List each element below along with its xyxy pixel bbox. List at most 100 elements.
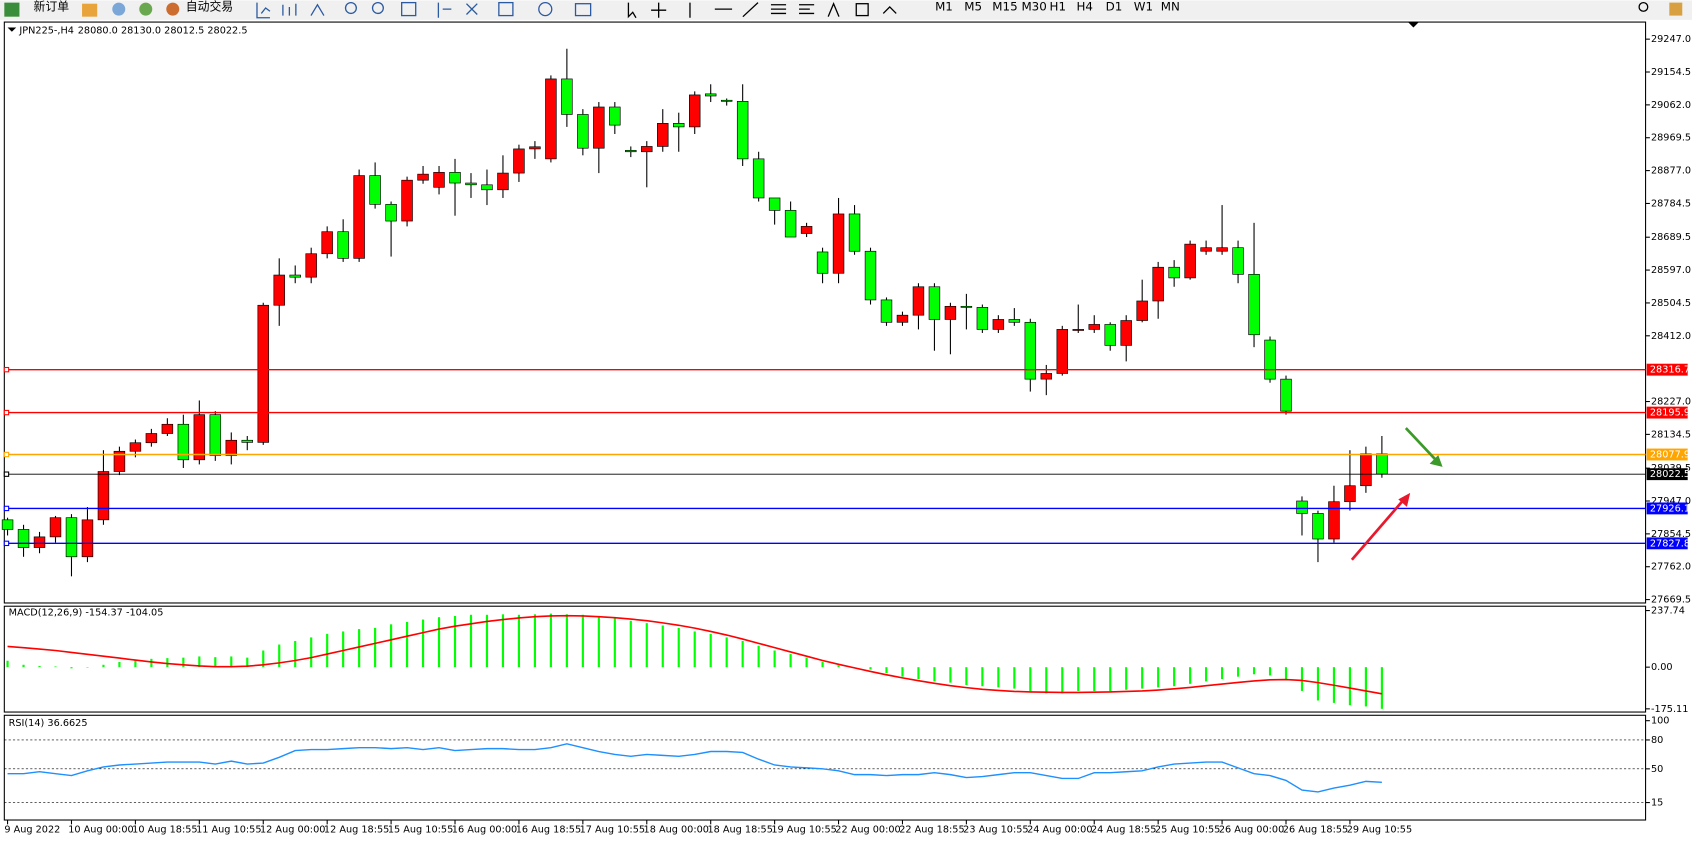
- arrow-head: [1398, 492, 1411, 507]
- y-tick-label: 28227.0: [1651, 397, 1691, 408]
- period-button[interactable]: M30: [1021, 0, 1046, 13]
- trendline[interactable]: [742, 2, 759, 18]
- period-button[interactable]: H1: [1050, 0, 1066, 13]
- icon[interactable]: [1669, 2, 1683, 16]
- candle-body: [417, 173, 429, 181]
- period-button[interactable]: M5: [964, 0, 982, 13]
- candle-body: [752, 158, 765, 199]
- candle-body: [1296, 500, 1308, 514]
- candle-body: [401, 179, 413, 222]
- price-label: 27827.8: [1650, 538, 1690, 549]
- menu-triangle[interactable]: [7, 27, 17, 32]
- fibo[interactable]: [799, 4, 815, 15]
- icon[interactable]: [498, 1, 514, 17]
- y-tick-label: 29154.5: [1651, 67, 1691, 78]
- cursor[interactable]: [627, 2, 637, 19]
- candle-body: [768, 197, 781, 211]
- candle-body: [1280, 378, 1292, 412]
- x-tick-label: 10 Aug 00:00: [68, 825, 133, 836]
- y-tick-label: 0.00: [1651, 662, 1673, 673]
- candle-body: [1344, 485, 1356, 503]
- icon[interactable]: [538, 1, 553, 17]
- period-button[interactable]: H4: [1077, 0, 1093, 13]
- price-label-bg: [1646, 406, 1688, 419]
- y-tick-label: 28969.5: [1651, 133, 1691, 144]
- price-label-bg: [1646, 537, 1688, 550]
- y-tick-label: 15: [1651, 798, 1663, 809]
- candle-body: [1, 519, 14, 530]
- shift-marker[interactable]: [1408, 22, 1419, 28]
- text-tool[interactable]: [827, 2, 840, 17]
- candle-body: [577, 114, 589, 149]
- candle-body: [1312, 513, 1324, 540]
- candle-body: [241, 439, 253, 443]
- search[interactable]: [1638, 1, 1649, 12]
- price-line-handle: [3, 540, 10, 547]
- candle-body: [529, 146, 541, 150]
- candle-body: [337, 231, 349, 259]
- candle-body: [976, 307, 989, 330]
- auto-trading-icon[interactable]: [166, 2, 180, 16]
- icon[interactable]: [282, 3, 297, 16]
- zoom-in[interactable]: [344, 1, 357, 15]
- channel[interactable]: [770, 4, 787, 15]
- period-button[interactable]: W1: [1134, 0, 1153, 13]
- candle-body: [944, 305, 957, 320]
- ohlc-text: 28080.0 28130.0 28012.5 28022.5: [78, 26, 248, 37]
- new-order[interactable]: 新订单: [33, 0, 69, 13]
- candle-body: [1136, 300, 1148, 321]
- auto-trading[interactable]: 自动交易: [186, 0, 233, 13]
- macd-label: MACD(12,26,9) -154.37 -104.05: [9, 608, 164, 619]
- price-label: 28195.9: [1650, 408, 1690, 419]
- price-label-bg: [1646, 502, 1688, 515]
- arrow-up: [1350, 496, 1407, 561]
- candle-body: [561, 78, 573, 115]
- candle-body: [209, 414, 222, 456]
- candle-body: [896, 314, 909, 323]
- candle-body: [593, 106, 605, 149]
- zoom-out[interactable]: [371, 1, 384, 15]
- icon[interactable]: [401, 1, 417, 17]
- candle-body: [1104, 324, 1116, 346]
- candle-body: [784, 210, 797, 238]
- candle-body: [928, 286, 941, 320]
- candle-body: [289, 274, 301, 278]
- icon[interactable]: [310, 3, 325, 16]
- x-tick-label: 18 Aug 18:55: [707, 825, 772, 836]
- icon[interactable]: [256, 2, 271, 19]
- y-tick-label: 28597.0: [1651, 265, 1691, 276]
- icon[interactable]: [139, 2, 153, 16]
- candle-body: [321, 231, 333, 255]
- candle-body: [369, 175, 381, 205]
- period-button[interactable]: M1: [935, 0, 953, 13]
- candle-body: [1216, 247, 1228, 252]
- arrows[interactable]: [882, 6, 897, 14]
- label-tool[interactable]: [855, 3, 869, 17]
- candle-body: [673, 123, 685, 128]
- candle-body: [625, 150, 637, 153]
- crosshair[interactable]: [651, 2, 667, 18]
- period-button[interactable]: MN: [1161, 0, 1180, 13]
- icon[interactable]: [574, 3, 592, 17]
- period-button[interactable]: M15: [992, 0, 1017, 13]
- x-tick-label: 16 Aug 00:00: [452, 825, 517, 836]
- y-tick-label: 28689.5: [1651, 232, 1691, 243]
- x-tick-label: 18 Aug 00:00: [644, 825, 709, 836]
- candle-body: [465, 182, 477, 186]
- x-tick-label: 10 Aug 18:55: [132, 825, 197, 836]
- icon[interactable]: [437, 2, 452, 18]
- candle-body: [81, 519, 94, 558]
- new-order-icon[interactable]: [4, 2, 20, 17]
- candle-body: [65, 517, 78, 558]
- icon[interactable]: [82, 3, 98, 17]
- candle-body: [641, 146, 653, 153]
- candle-body: [720, 99, 733, 102]
- y-tick-label: 80: [1651, 735, 1663, 746]
- candle-body: [736, 100, 749, 160]
- x-tick-label: 22 Aug 18:55: [899, 825, 964, 836]
- icon[interactable]: [466, 3, 478, 15]
- price-label: 28022.5: [1650, 469, 1690, 480]
- period-button[interactable]: D1: [1106, 0, 1123, 13]
- icon[interactable]: [112, 2, 126, 16]
